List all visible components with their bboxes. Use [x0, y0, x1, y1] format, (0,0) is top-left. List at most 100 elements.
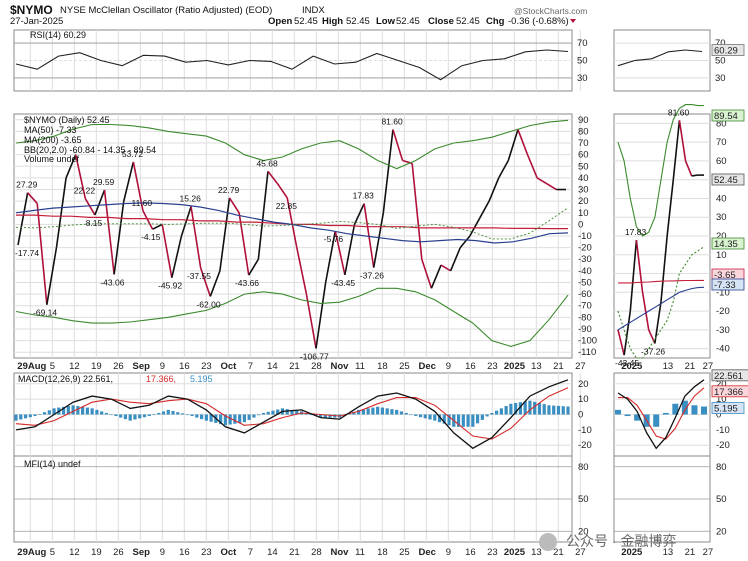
nymo-segment-51	[498, 160, 510, 179]
macd-hist-bar-95	[466, 414, 470, 427]
macd-hist-bar-10	[61, 406, 66, 415]
main-anno-1: -17.74	[15, 248, 39, 258]
macd-y-tick-1: -10	[578, 425, 592, 436]
main-anno-23: 81.60	[381, 117, 403, 127]
macd-hist-bar-14	[81, 406, 85, 415]
macd-hist-bar-83	[409, 414, 413, 416]
mfi-x-tick-13: 28	[311, 547, 322, 558]
zoom-bb-lower-line	[617, 246, 705, 359]
zoom-anno-0: 81.60	[668, 107, 690, 117]
zoom-macd-hist-bar-2	[634, 414, 641, 421]
macd-hist-bar-50	[252, 414, 256, 418]
macd-hist-bar-33	[171, 411, 175, 415]
macd-hist-bar-34	[176, 412, 180, 415]
macd-hist-bar-77	[380, 407, 385, 415]
mfi-x-tick-22: 2025	[504, 547, 526, 558]
macd-hist-bar-101	[495, 410, 499, 415]
nymo-segment-38	[372, 212, 385, 268]
macd-hist-bar-111	[542, 404, 546, 415]
zoom-rsi-last-value-box	[711, 44, 745, 56]
nymo-segment-30	[296, 247, 308, 295]
macd-hist-bar-15	[85, 407, 89, 415]
macd-hist-bar-37	[190, 414, 194, 417]
main-anno-20: -43.45	[331, 278, 355, 288]
zoom-main-right-tag-2-box	[711, 237, 745, 250]
macd-hist-bar-100	[490, 412, 494, 415]
macd-hist-bar-105	[514, 402, 518, 415]
macd-hist-bar-58	[290, 409, 294, 415]
zoom-nymo-segment-11	[678, 120, 687, 162]
zoom-anno-3: -37.26	[641, 346, 665, 356]
nymo-segment-14	[142, 210, 154, 230]
main-anno-12: -37.55	[187, 271, 211, 281]
nymo-segment-18	[180, 206, 192, 237]
labels-layer: 29Aug 5 12 19 26 Sep 9 16 23 Oct 7 14 21 28 Nov 11 18 25 D…	[15, 38, 748, 558]
nymo-segment-19	[190, 206, 202, 269]
zoom-macd-hist-bar-7	[681, 400, 688, 415]
macd-hist-bar-2	[23, 414, 28, 419]
nymo-segment-22	[219, 197, 231, 271]
nymo-segment-27	[267, 170, 279, 185]
zoom-main-x-tick-3: 27	[703, 361, 714, 372]
open-value: 52.45	[294, 16, 318, 27]
nymo-segment-5	[55, 177, 67, 248]
main-y-tick-14: 30	[578, 185, 589, 196]
main-y-tick-19: 80	[578, 126, 589, 137]
macd-hist-bar-5	[38, 414, 42, 415]
macd-hist-bar-85	[418, 414, 423, 418]
low-label: Low	[376, 16, 396, 27]
nymo-segment-53	[517, 129, 529, 155]
macd-hist-bar-112	[547, 405, 551, 415]
nymo-segment-25	[248, 258, 260, 276]
macd-hist-bar-75	[371, 407, 375, 415]
zoom-mfi-x-tick-2: 21	[685, 547, 696, 558]
zoom-macd-y-tick-4: 20	[716, 379, 727, 390]
nymo-segment-50	[488, 177, 500, 202]
legend-ma200: MA(200) -3.65	[24, 135, 82, 145]
macd-hist-bar-8	[52, 408, 56, 415]
nymo-segment-10	[103, 189, 115, 275]
main-y-tick-6: -50	[578, 277, 592, 288]
main-anno-3: 22.22	[74, 186, 96, 196]
main-x-tick-18: Dec	[419, 361, 436, 372]
zoom-nymo-segment-7	[654, 301, 662, 344]
high-label: High	[322, 16, 343, 27]
mfi-x-tick-8: 23	[201, 547, 212, 558]
main-y-tick-18: 70	[578, 138, 589, 149]
main-anno-2: -69.14	[33, 308, 57, 318]
low-value: 52.45	[396, 16, 420, 27]
main-y-tick-7: -40	[578, 266, 592, 277]
macd-hist-bar-71	[352, 411, 356, 415]
zoom-main-x-tick-0: 2025	[621, 361, 643, 372]
zoom-main-right-tag-0-box	[711, 109, 745, 122]
macd-line	[15, 379, 569, 450]
main-y-tick-15: 40	[578, 173, 589, 184]
nymo-segment-29	[286, 197, 298, 248]
main-x-tick-5: Sep	[133, 361, 151, 372]
main-x-tick-24: 21	[553, 361, 564, 372]
chg-value: -0.36 (-0.68%)	[508, 16, 569, 27]
macd-hist-bar-73	[361, 409, 365, 415]
rsi-y-tick-1: 50	[577, 56, 588, 67]
macd-hist-bar-49	[247, 414, 251, 420]
macd-hist-bar-76	[376, 406, 380, 415]
nymo-segment-52	[507, 129, 519, 161]
zoom-main-y-tick-3: -10	[716, 287, 730, 298]
nymo-segment-39	[382, 129, 394, 213]
macd-hist-bar-45	[228, 414, 232, 425]
main-x-tick-11: 14	[267, 361, 278, 372]
nymo-segment-47	[459, 235, 471, 249]
bb-middle-line	[15, 207, 569, 240]
mfi-x-tick-14: Nov	[331, 547, 350, 558]
macd-hist-bar-26	[138, 414, 142, 419]
main-anno-8: 11.60	[131, 198, 152, 208]
main-y-tick-12: 10	[578, 208, 589, 219]
main-y-tick-20: 90	[578, 115, 589, 126]
mfi-x-tick-6: 9	[160, 547, 165, 558]
zoom-mfi-x-tick-0: 2025	[621, 547, 643, 558]
mfi-x-tick-21: 23	[487, 547, 498, 558]
zoom-main-y-tick-11: 70	[716, 137, 727, 148]
zoom-main-right-tag-3: -3.65	[714, 270, 736, 281]
main-x-tick-7: 16	[179, 361, 190, 372]
